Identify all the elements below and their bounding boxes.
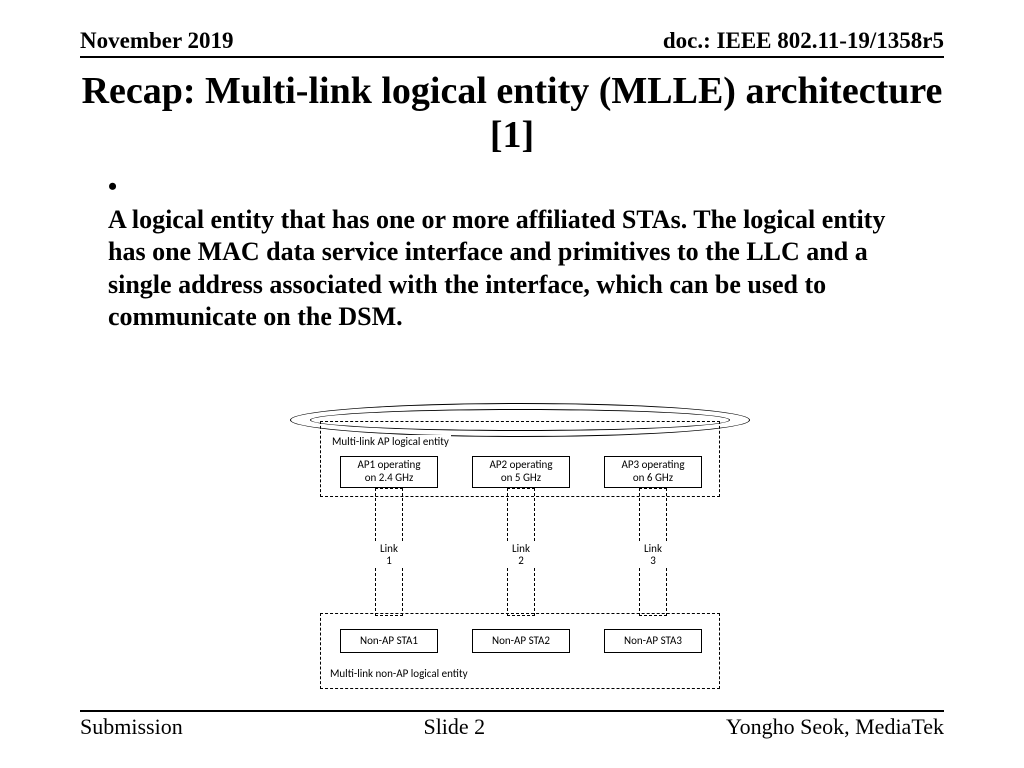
header-doc-id: doc.: IEEE 802.11-19/1358r5	[663, 28, 944, 54]
slide-title: Recap: Multi-link logical entity (MLLE) …	[80, 70, 944, 157]
ap2-label-l2: on 5 GHz	[501, 472, 541, 485]
sta1-box: Non-AP STA1	[340, 629, 438, 653]
link-2-label: Link 2	[506, 543, 536, 567]
mlle-diagram: Multi-link AP logical entity AP1 operati…	[290, 403, 750, 703]
nonap-entity-label: Multi-link non-AP logical entity	[330, 667, 468, 680]
ap1-label-l2: on 2.4 GHz	[365, 472, 414, 485]
link-3-label: Link 3	[638, 543, 668, 567]
ap3-box: AP3 operating on 6 GHz	[604, 456, 702, 488]
footer-left: Submission	[80, 714, 183, 740]
footer-row: Submission Slide 2 Yongho Seok, MediaTek	[80, 710, 944, 740]
sta2-label: Non-AP STA2	[492, 635, 550, 648]
ap3-label-l2: on 6 GHz	[633, 472, 673, 485]
sta2-box: Non-AP STA2	[472, 629, 570, 653]
header-row: November 2019 doc.: IEEE 802.11-19/1358r…	[80, 28, 944, 58]
sta3-box: Non-AP STA3	[604, 629, 702, 653]
header-date: November 2019	[80, 28, 234, 54]
sta3-label: Non-AP STA3	[624, 635, 682, 648]
ap2-box: AP2 operating on 5 GHz	[472, 456, 570, 488]
link-1-label: Link 1	[374, 543, 404, 567]
bullet-block: • A logical entity that has one or more …	[108, 171, 944, 334]
sta1-label: Non-AP STA1	[360, 635, 418, 648]
footer-right: Yongho Seok, MediaTek	[726, 714, 944, 740]
ap-entity-label: Multi-link AP logical entity	[330, 435, 451, 448]
bullet-text: A logical entity that has one or more af…	[108, 204, 914, 334]
ap1-box: AP1 operating on 2.4 GHz	[340, 456, 438, 488]
footer-center: Slide 2	[423, 714, 485, 740]
bullet-marker: •	[108, 171, 132, 204]
